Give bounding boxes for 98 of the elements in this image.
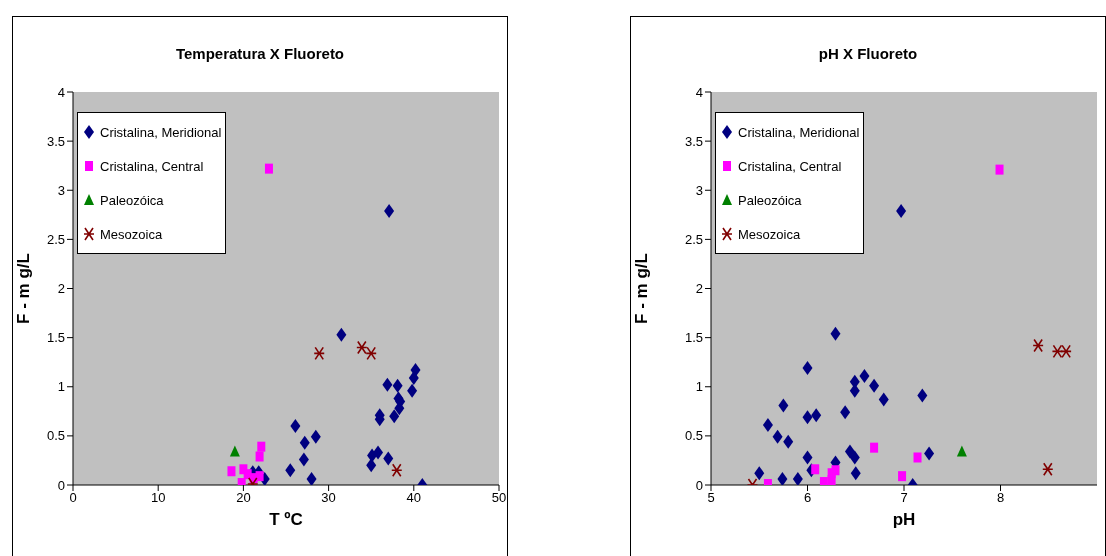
point (783, 434, 794, 449)
x-tick-label: 6 (803, 490, 812, 506)
y-tick-label: 0.5 (684, 428, 703, 444)
legend-label: Paleozóica (738, 192, 802, 208)
point (917, 388, 928, 403)
y-tick-label: 3.5 (684, 133, 703, 149)
y-tick-label: 2.5 (684, 231, 703, 247)
point (819, 477, 828, 485)
point (859, 368, 870, 383)
x-tick-label: 7 (900, 490, 908, 506)
y-tick-label: 0 (57, 477, 65, 493)
point (831, 465, 840, 476)
point (811, 408, 822, 423)
x-axis-title: pH (892, 510, 916, 529)
point (913, 452, 922, 463)
point (383, 451, 394, 466)
point (389, 409, 400, 424)
point (898, 471, 907, 482)
point (802, 361, 813, 376)
x-axis-title: T ºC (269, 510, 303, 529)
y-tick-label: 1.5 (684, 330, 703, 346)
point (869, 378, 880, 393)
point (956, 445, 967, 457)
point (382, 377, 393, 392)
y-tick-label: 2 (695, 281, 703, 297)
x-tick-label: 0 (69, 490, 77, 506)
x-tick-label: 30 (321, 490, 336, 506)
point (850, 466, 861, 481)
x-tick-label: 40 (406, 490, 422, 506)
chart-title: Temperatura X Fluoreto (174, 45, 346, 62)
point (1032, 338, 1044, 353)
point (849, 450, 860, 465)
point (995, 164, 1004, 175)
x-tick-label: 50 (491, 490, 507, 506)
point (313, 346, 326, 361)
point (802, 450, 813, 465)
point (285, 463, 296, 478)
point (336, 327, 347, 342)
point (373, 445, 384, 460)
chart-title: pH X Fluoreto (817, 45, 919, 62)
legend-label: Paleozóica (100, 192, 164, 208)
point (255, 451, 264, 462)
x-tick-label: 10 (150, 490, 166, 506)
y-tick-label: 4 (57, 84, 65, 100)
point (830, 326, 841, 341)
point (778, 398, 789, 413)
y-tick-label: 1.5 (46, 330, 65, 346)
point (792, 472, 803, 485)
x-tick-label: 8 (996, 490, 1005, 506)
y-tick-label: 3 (695, 182, 703, 198)
point (772, 429, 783, 444)
point (762, 418, 773, 433)
point (227, 466, 236, 477)
point (408, 370, 419, 385)
x-tick-label: 5 (707, 490, 715, 506)
point (802, 410, 813, 425)
legend-label: Mesozoica (738, 226, 801, 242)
point (878, 392, 889, 407)
legend-label: Cristalina, Meridional (100, 124, 222, 140)
point (290, 419, 301, 434)
y-tick-label: 1 (695, 379, 703, 395)
point (1060, 344, 1072, 359)
point (924, 446, 935, 461)
point (1051, 344, 1064, 359)
point (366, 458, 377, 473)
point (390, 463, 403, 478)
y-tick-label: 2.5 (46, 231, 65, 247)
y-axis-title: F - m g/L (632, 253, 652, 324)
point (257, 441, 266, 452)
point (299, 435, 310, 450)
legend-label: Cristalina, Central (100, 158, 204, 174)
point (384, 203, 395, 218)
point (840, 405, 851, 420)
y-tick-label: 3.5 (46, 133, 65, 149)
legend-label: Cristalina, Central (738, 158, 842, 174)
point (896, 203, 907, 218)
legend-label: Cristalina, Meridional (738, 124, 860, 140)
point (306, 472, 317, 485)
point (310, 429, 321, 444)
y-tick-label: 3 (57, 182, 65, 198)
legend-label: Mesozoica (100, 226, 163, 242)
point (264, 163, 273, 174)
point (229, 445, 240, 457)
point (392, 378, 403, 393)
point (407, 383, 418, 398)
y-tick-label: 0 (695, 477, 703, 493)
point (754, 466, 765, 481)
point (777, 472, 788, 485)
point (811, 464, 820, 475)
point (298, 452, 309, 467)
x-tick-label: 20 (236, 490, 251, 506)
point (870, 442, 879, 453)
y-tick-label: 1 (57, 379, 65, 395)
y-tick-label: 4 (695, 84, 703, 100)
y-tick-label: 2 (57, 281, 65, 297)
y-tick-label: 0.5 (46, 428, 65, 444)
point (1041, 462, 1054, 477)
y-axis-title: F - m g/L (14, 253, 34, 324)
